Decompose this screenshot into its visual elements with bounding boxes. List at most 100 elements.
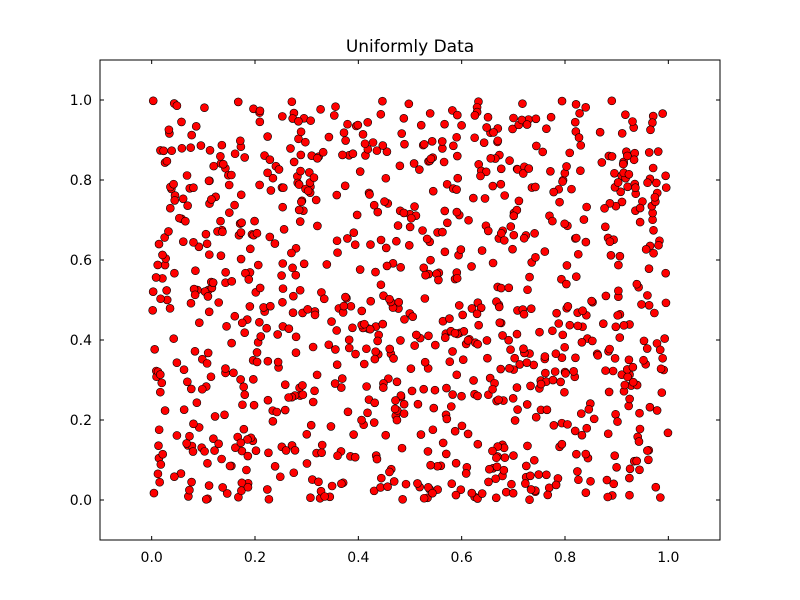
data-point (170, 268, 179, 278)
data-point (313, 153, 322, 163)
data-point (581, 449, 591, 459)
data-point (456, 485, 466, 495)
data-point (318, 147, 328, 157)
data-point (495, 318, 505, 327)
data-point (291, 348, 301, 358)
data-point (287, 97, 297, 107)
data-point (317, 440, 327, 450)
x-tick-label: 0.2 (244, 550, 266, 566)
data-point (302, 429, 312, 439)
data-point (426, 154, 436, 164)
data-point (535, 327, 544, 337)
data-point (457, 421, 467, 431)
data-point (350, 452, 360, 462)
data-point (339, 128, 349, 138)
data-point (289, 291, 298, 301)
y-tick-label: 0.8 (70, 173, 92, 189)
data-point (156, 294, 165, 304)
data-point (523, 285, 532, 295)
data-point (222, 322, 231, 331)
data-point (337, 374, 347, 383)
data-point (543, 490, 553, 500)
data-point (446, 402, 456, 411)
data-point (457, 391, 466, 401)
data-point (518, 99, 527, 108)
data-point (655, 345, 665, 355)
y-tick-label: 0.0 (70, 493, 92, 509)
data-point (167, 146, 176, 155)
data-point (380, 197, 389, 206)
data-point (526, 304, 536, 314)
data-point (542, 470, 551, 480)
data-point (496, 283, 506, 293)
data-point (650, 192, 660, 202)
data-point (582, 202, 591, 212)
data-point (189, 238, 198, 247)
data-point (474, 320, 483, 330)
data-point (365, 324, 375, 334)
data-point (209, 434, 218, 443)
data-point (216, 251, 226, 260)
data-point (399, 208, 409, 218)
data-point (183, 377, 192, 387)
data-point (643, 178, 652, 188)
data-point (586, 476, 595, 486)
data-point (154, 441, 163, 450)
data-point (428, 186, 438, 196)
data-point (231, 443, 240, 452)
data-point (376, 109, 386, 119)
data-point (159, 146, 168, 156)
data-point (299, 259, 309, 269)
data-point (249, 400, 259, 410)
data-point (486, 154, 496, 163)
data-point (491, 474, 500, 484)
y-tick-label: 0.2 (70, 413, 92, 429)
data-point (181, 216, 190, 226)
data-point (170, 196, 180, 205)
data-point (230, 200, 239, 210)
data-point (341, 292, 350, 302)
data-point (522, 400, 532, 409)
data-point (416, 120, 426, 130)
data-point (219, 159, 228, 169)
data-point (196, 141, 206, 150)
data-point (489, 128, 498, 137)
data-point (368, 138, 378, 147)
y-tick-label: 1.0 (70, 93, 92, 109)
data-point (419, 493, 429, 503)
data-point (186, 384, 196, 394)
data-point (526, 485, 536, 494)
data-point (488, 181, 498, 191)
data-point (531, 253, 540, 262)
data-point (264, 448, 273, 458)
data-point (344, 335, 354, 345)
data-point (420, 294, 430, 303)
data-point (606, 251, 616, 260)
data-point (514, 196, 524, 206)
data-point (587, 296, 596, 306)
data-point (208, 278, 218, 287)
data-point (546, 112, 556, 122)
data-point (645, 402, 655, 412)
data-point (621, 110, 630, 119)
data-point (203, 348, 213, 358)
data-point (498, 331, 507, 340)
data-point (343, 407, 353, 417)
data-point (558, 177, 567, 186)
data-point (531, 412, 541, 422)
data-point (548, 326, 557, 336)
data-point (443, 218, 452, 228)
data-point (442, 179, 452, 189)
data-point (148, 96, 158, 106)
data-point (200, 103, 209, 113)
data-point (225, 461, 235, 471)
data-point (250, 216, 259, 226)
data-point (165, 203, 175, 213)
data-point (400, 139, 409, 149)
data-point (449, 141, 458, 151)
data-point (169, 334, 179, 343)
data-point (370, 398, 380, 408)
data-point (316, 105, 325, 114)
data-point (296, 150, 306, 160)
data-point (399, 399, 409, 409)
